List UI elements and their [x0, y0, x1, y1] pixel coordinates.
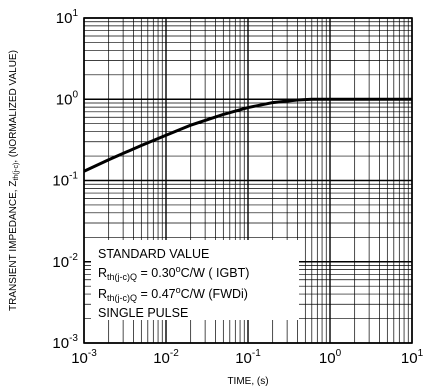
legend-line-single-pulse: SINGLE PULSE — [98, 306, 188, 320]
y-tick-label: 10-1 — [52, 171, 78, 190]
y-tick-label: 101 — [56, 8, 79, 27]
legend: STANDARD VALUE Rth(j-c)Q = 0.30oC/W ( IG… — [91, 240, 299, 320]
y-tick-label: 10-2 — [52, 252, 78, 271]
legend-line-fwdi: Rth(j-c)Q = 0.47oC/W (FWDi) — [98, 285, 248, 303]
x-tick-label: 10-1 — [235, 348, 261, 367]
plot-frame — [83, 17, 413, 344]
x-tick-label: 10-3 — [71, 348, 97, 367]
y-axis-label: TRANSIENT IMPEDANCE, Zth(j-c), (NORMALIZ… — [8, 50, 20, 311]
x-axis-label: TIME, (s) — [227, 376, 268, 387]
y-tick-labels: 101 100 10-1 10-2 10-3 — [52, 8, 78, 352]
x-tick-label: 101 — [401, 348, 424, 367]
legend-line-igbt: Rth(j-c)Q = 0.30oC/W ( IGBT) — [98, 264, 249, 282]
y-tick-label: 10-3 — [52, 333, 78, 352]
y-tick-label: 100 — [56, 89, 79, 108]
legend-box — [91, 240, 299, 320]
legend-line-standard-value: STANDARD VALUE — [98, 247, 209, 261]
x-tick-label: 10-2 — [153, 348, 179, 367]
x-tick-labels: 10-3 10-2 10-1 100 101 — [71, 348, 423, 367]
series-line-transient-impedance — [83, 97, 412, 173]
x-tick-label: 100 — [319, 348, 342, 367]
